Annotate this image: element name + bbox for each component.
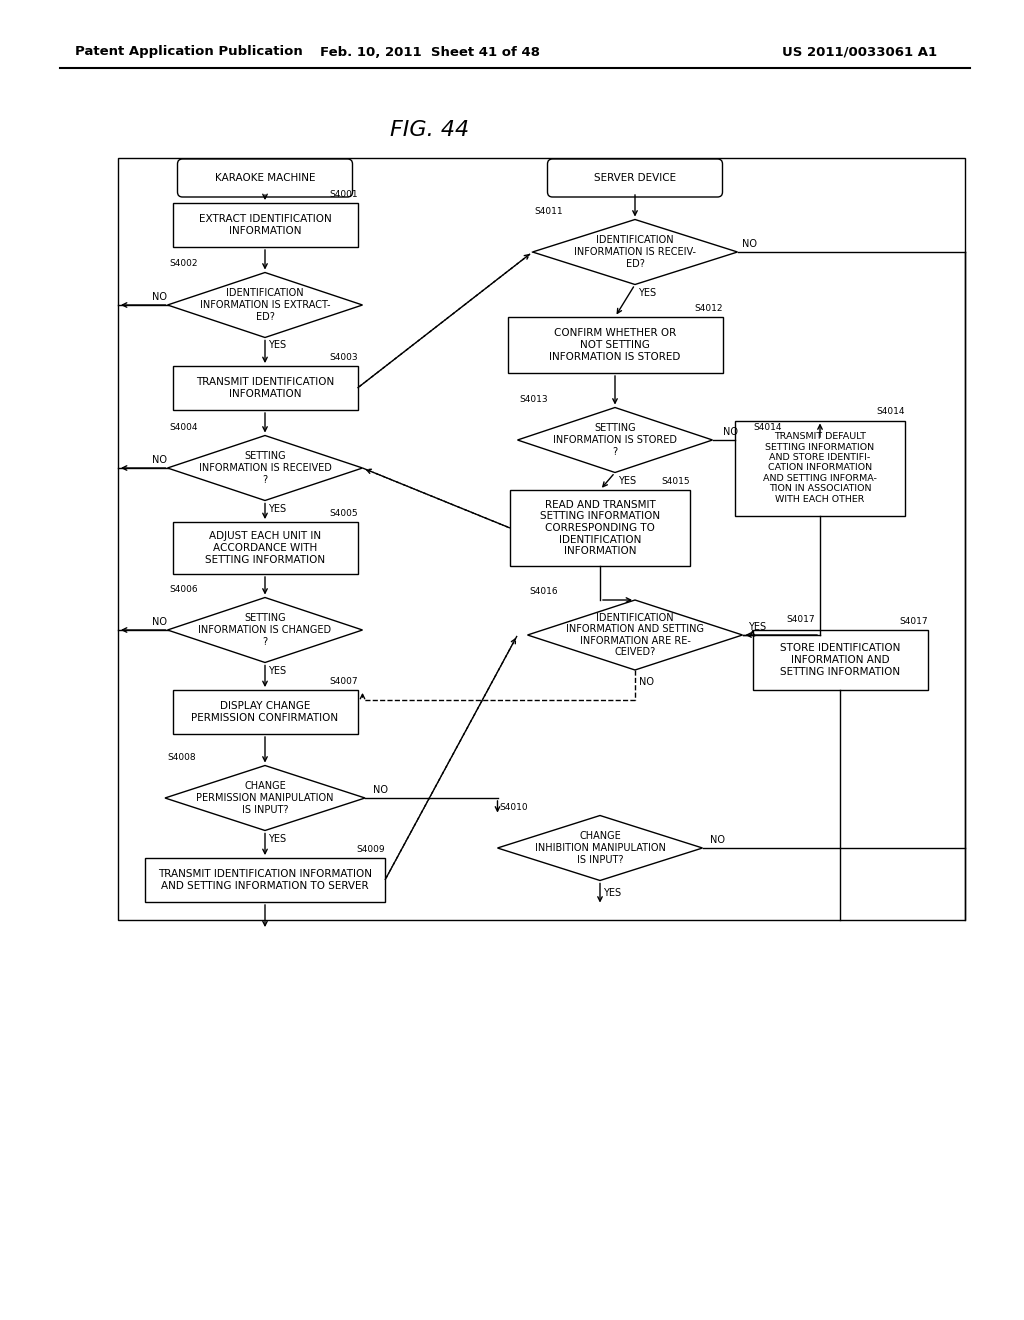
Bar: [510, 490, 690, 566]
Text: CHANGE
INHIBITION MANIPULATION
IS INPUT?: CHANGE INHIBITION MANIPULATION IS INPUT?: [535, 832, 666, 865]
Text: TRANSMIT IDENTIFICATION
INFORMATION: TRANSMIT IDENTIFICATION INFORMATION: [196, 378, 334, 399]
Text: YES: YES: [749, 622, 767, 632]
Bar: [145, 858, 385, 902]
Polygon shape: [168, 436, 362, 500]
Text: NO: NO: [742, 239, 757, 249]
Text: S4010: S4010: [500, 803, 528, 812]
Text: S4009: S4009: [356, 845, 385, 854]
Polygon shape: [165, 766, 365, 830]
Polygon shape: [517, 408, 713, 473]
Text: YES: YES: [638, 288, 656, 297]
FancyBboxPatch shape: [548, 158, 723, 197]
Text: EXTRACT IDENTIFICATION
INFORMATION: EXTRACT IDENTIFICATION INFORMATION: [199, 214, 332, 236]
Text: DISPLAY CHANGE
PERMISSION CONFIRMATION: DISPLAY CHANGE PERMISSION CONFIRMATION: [191, 701, 339, 723]
Text: YES: YES: [617, 475, 636, 486]
Text: ADJUST EACH UNIT IN
ACCORDANCE WITH
SETTING INFORMATION: ADJUST EACH UNIT IN ACCORDANCE WITH SETT…: [205, 532, 325, 565]
Text: NO: NO: [640, 677, 654, 686]
Text: YES: YES: [268, 341, 286, 351]
Text: NO: NO: [723, 426, 738, 437]
Text: S4011: S4011: [535, 206, 563, 215]
Text: SERVER DEVICE: SERVER DEVICE: [594, 173, 676, 183]
Bar: [172, 690, 357, 734]
Polygon shape: [168, 272, 362, 338]
Text: S4004: S4004: [170, 422, 198, 432]
Text: YES: YES: [603, 887, 622, 898]
Text: US 2011/0033061 A1: US 2011/0033061 A1: [782, 45, 938, 58]
Text: S4013: S4013: [519, 395, 548, 404]
Text: KARAOKE MACHINE: KARAOKE MACHINE: [215, 173, 315, 183]
Text: IDENTIFICATION
INFORMATION IS EXTRACT-
ED?: IDENTIFICATION INFORMATION IS EXTRACT- E…: [200, 288, 331, 322]
Text: NO: NO: [152, 455, 167, 465]
FancyBboxPatch shape: [177, 158, 352, 197]
Bar: [753, 630, 928, 690]
Text: S4006: S4006: [170, 585, 198, 594]
Text: IDENTIFICATION
INFORMATION IS RECEIV-
ED?: IDENTIFICATION INFORMATION IS RECEIV- ED…: [574, 235, 696, 268]
Text: YES: YES: [268, 833, 286, 843]
Text: NO: NO: [152, 616, 167, 627]
Text: S4012: S4012: [694, 304, 723, 313]
Polygon shape: [168, 598, 362, 663]
Text: S4014: S4014: [754, 424, 781, 433]
Text: S4005: S4005: [329, 510, 357, 517]
Polygon shape: [532, 219, 737, 285]
Text: YES: YES: [268, 503, 286, 513]
Text: CHANGE
PERMISSION MANIPULATION
IS INPUT?: CHANGE PERMISSION MANIPULATION IS INPUT?: [197, 781, 334, 814]
Text: S4017: S4017: [899, 616, 928, 626]
Text: CONFIRM WHETHER OR
NOT SETTING
INFORMATION IS STORED: CONFIRM WHETHER OR NOT SETTING INFORMATI…: [549, 329, 681, 362]
Text: S4003: S4003: [329, 352, 357, 362]
Text: S4007: S4007: [329, 677, 357, 686]
Text: YES: YES: [268, 665, 286, 676]
Text: S4001: S4001: [329, 190, 357, 199]
Text: S4016: S4016: [529, 587, 558, 597]
Text: S4015: S4015: [662, 477, 690, 486]
Text: SETTING
INFORMATION IS CHANGED
?: SETTING INFORMATION IS CHANGED ?: [199, 614, 332, 647]
Bar: [508, 317, 723, 374]
Text: IDENTIFICATION
INFORMATION AND SETTING
INFORMATION ARE RE-
CEIVED?: IDENTIFICATION INFORMATION AND SETTING I…: [566, 612, 705, 657]
Bar: [172, 366, 357, 411]
Text: S4017: S4017: [786, 615, 815, 624]
Text: SETTING
INFORMATION IS RECEIVED
?: SETTING INFORMATION IS RECEIVED ?: [199, 451, 332, 484]
Text: SETTING
INFORMATION IS STORED
?: SETTING INFORMATION IS STORED ?: [553, 424, 677, 457]
Text: READ AND TRANSMIT
SETTING INFORMATION
CORRESPONDING TO
IDENTIFICATION
INFORMATIO: READ AND TRANSMIT SETTING INFORMATION CO…: [540, 500, 660, 556]
Polygon shape: [527, 601, 742, 671]
Text: Feb. 10, 2011  Sheet 41 of 48: Feb. 10, 2011 Sheet 41 of 48: [319, 45, 540, 58]
Text: NO: NO: [373, 785, 387, 795]
Text: S4008: S4008: [167, 752, 196, 762]
Text: FIG. 44: FIG. 44: [390, 120, 470, 140]
Text: S4002: S4002: [170, 260, 198, 268]
Bar: [172, 203, 357, 247]
Bar: [172, 521, 357, 574]
Bar: [735, 421, 905, 516]
Text: Patent Application Publication: Patent Application Publication: [75, 45, 303, 58]
Bar: [118, 158, 965, 920]
Text: TRANSMIT IDENTIFICATION INFORMATION
AND SETTING INFORMATION TO SERVER: TRANSMIT IDENTIFICATION INFORMATION AND …: [158, 869, 372, 891]
Polygon shape: [498, 816, 702, 880]
Text: NO: NO: [710, 836, 725, 845]
Text: S4014: S4014: [877, 408, 905, 417]
Text: STORE IDENTIFICATION
INFORMATION AND
SETTING INFORMATION: STORE IDENTIFICATION INFORMATION AND SET…: [780, 643, 900, 677]
Text: NO: NO: [152, 292, 167, 302]
Text: TRANSMIT DEFAULT
SETTING INFORMATION
AND STORE IDENTIFI-
CATION INFORMATION
AND : TRANSMIT DEFAULT SETTING INFORMATION AND…: [763, 433, 877, 504]
